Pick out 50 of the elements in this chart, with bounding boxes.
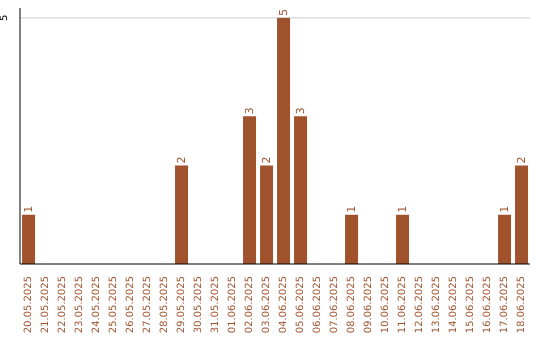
x-tick-label: 14.06.2025 (448, 276, 459, 334)
data-label: 3 (294, 107, 308, 114)
bar (294, 116, 308, 264)
x-tick-label: 26.05.2025 (125, 276, 136, 334)
data-label: 3 (243, 107, 256, 114)
x-tick-label: 27.05.2025 (142, 276, 153, 334)
data-label: 1 (498, 206, 512, 213)
bar (243, 116, 256, 264)
x-tick-label: 23.05.2025 (74, 276, 85, 334)
x-tick-label: 17.06.2025 (499, 276, 510, 334)
x-tick-label: 05.06.2025 (295, 276, 306, 334)
bar (175, 166, 188, 264)
data-label: 1 (396, 206, 410, 213)
bar (396, 214, 410, 264)
x-tick-label: 29.05.2025 (176, 276, 187, 334)
bar (22, 214, 36, 264)
bar (260, 166, 274, 264)
x-tick-label: 13.06.2025 (431, 276, 442, 334)
bar (345, 214, 358, 264)
x-tick-label: 04.06.2025 (278, 276, 289, 334)
data-label: 2 (260, 156, 274, 164)
data-label: 2 (515, 156, 528, 164)
x-tick-label: 08.06.2025 (346, 276, 357, 334)
bar (515, 166, 528, 264)
x-tick-label: 02.06.2025 (244, 276, 255, 334)
x-tick-label: 18.06.2025 (516, 276, 527, 334)
x-tick-label: 11.06.2025 (397, 276, 408, 334)
data-label: 1 (345, 206, 358, 213)
x-tick-label: 28.05.2025 (159, 276, 170, 334)
data-label: 5 (277, 8, 290, 16)
x-tick-label: 10.06.2025 (380, 276, 391, 334)
x-tick-label: 24.05.2025 (91, 276, 102, 334)
x-tick-label: 07.06.2025 (329, 276, 340, 334)
x-tick-label: 15.06.2025 (465, 276, 476, 334)
x-tick-label: 01.06.2025 (227, 276, 238, 334)
x-tick-label: 21.05.2025 (40, 276, 51, 334)
x-tick-label: 30.05.2025 (193, 276, 204, 334)
x-tick-label: 09.06.2025 (363, 276, 374, 334)
data-label: 2 (175, 156, 188, 164)
x-tick-label: 16.06.2025 (482, 276, 493, 334)
data-label: 1 (22, 206, 36, 213)
x-tick-label: 06.06.2025 (312, 276, 323, 334)
x-tick-label: 25.05.2025 (108, 276, 119, 334)
x-tick-label: 31.05.2025 (210, 276, 221, 334)
bar (277, 18, 290, 264)
x-tick-label: 22.05.2025 (57, 276, 68, 334)
bar (498, 214, 512, 264)
x-tick-label: 12.06.2025 (414, 276, 425, 334)
x-tick-label: 20.05.2025 (23, 276, 34, 334)
x-tick-label: 03.06.2025 (261, 276, 272, 334)
